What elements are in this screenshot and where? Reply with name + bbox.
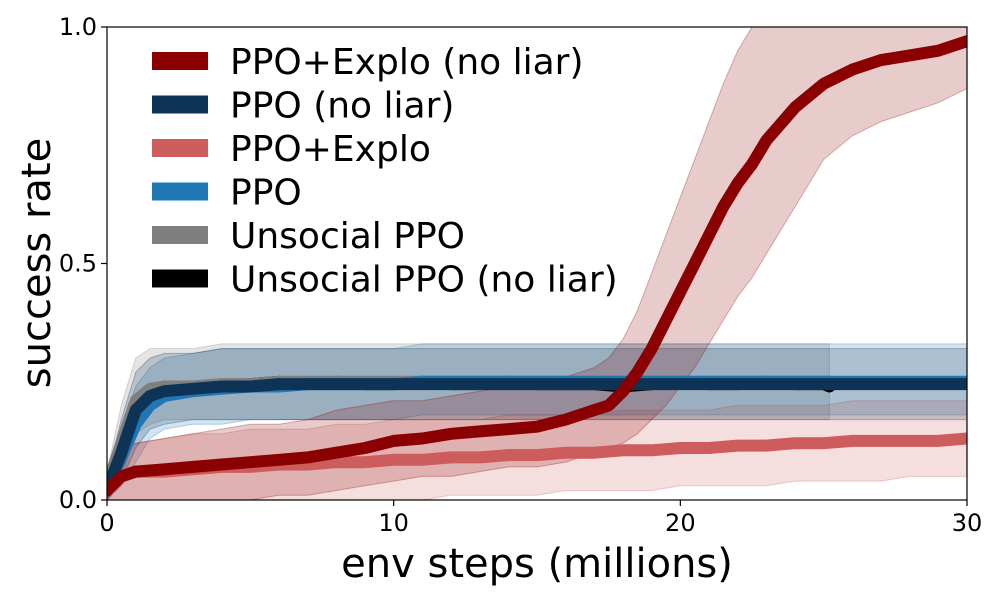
legend-label-ppo-explo: PPO+Explo: [230, 129, 431, 170]
legend-swatch-ppo-explo-no-liar: [152, 52, 208, 70]
legend-label-ppo-no-liar: PPO (no liar): [230, 86, 454, 127]
x-tick-label: 10: [378, 509, 409, 537]
legend: PPO+Explo (no liar)PPO (no liar)PPO+Expl…: [152, 42, 618, 301]
band-ppo-explo-no-liar: [107, 27, 967, 500]
y-tick-label: 0.0: [59, 486, 97, 514]
legend-swatch-ppo: [152, 182, 208, 201]
x-axis: 0 10 20 30: [99, 500, 982, 537]
legend-label-unsocial-ppo: Unsocial PPO: [230, 216, 465, 257]
y-axis-title: success rate: [14, 138, 60, 388]
legend-label-ppo-explo-no-liar: PPO+Explo (no liar): [230, 42, 584, 83]
legend-label-ppo: PPO: [230, 173, 302, 214]
legend-label-unsocial-ppo-no-liar: Unsocial PPO (no liar): [230, 260, 618, 301]
line-ppo-no-liar: [107, 378, 967, 497]
line-ppo-explo-no-liar: [107, 35, 967, 497]
legend-swatch-ppo-no-liar: [152, 95, 208, 114]
legend-swatch-unsocial-ppo: [152, 226, 208, 244]
y-tick-label: 1.0: [59, 13, 97, 41]
y-tick-label: 0.5: [59, 250, 97, 278]
legend-swatch-unsocial-ppo-no-liar: [152, 269, 208, 288]
x-axis-title: env steps (millions): [341, 541, 733, 587]
y-axis: 0.0 0.5 1.0: [59, 13, 107, 514]
legend-swatch-ppo-explo: [152, 139, 208, 157]
x-tick-label: 0: [99, 509, 114, 537]
series-lines: [107, 35, 967, 497]
x-tick-label: 20: [665, 509, 696, 537]
x-tick-label: 30: [952, 509, 983, 537]
